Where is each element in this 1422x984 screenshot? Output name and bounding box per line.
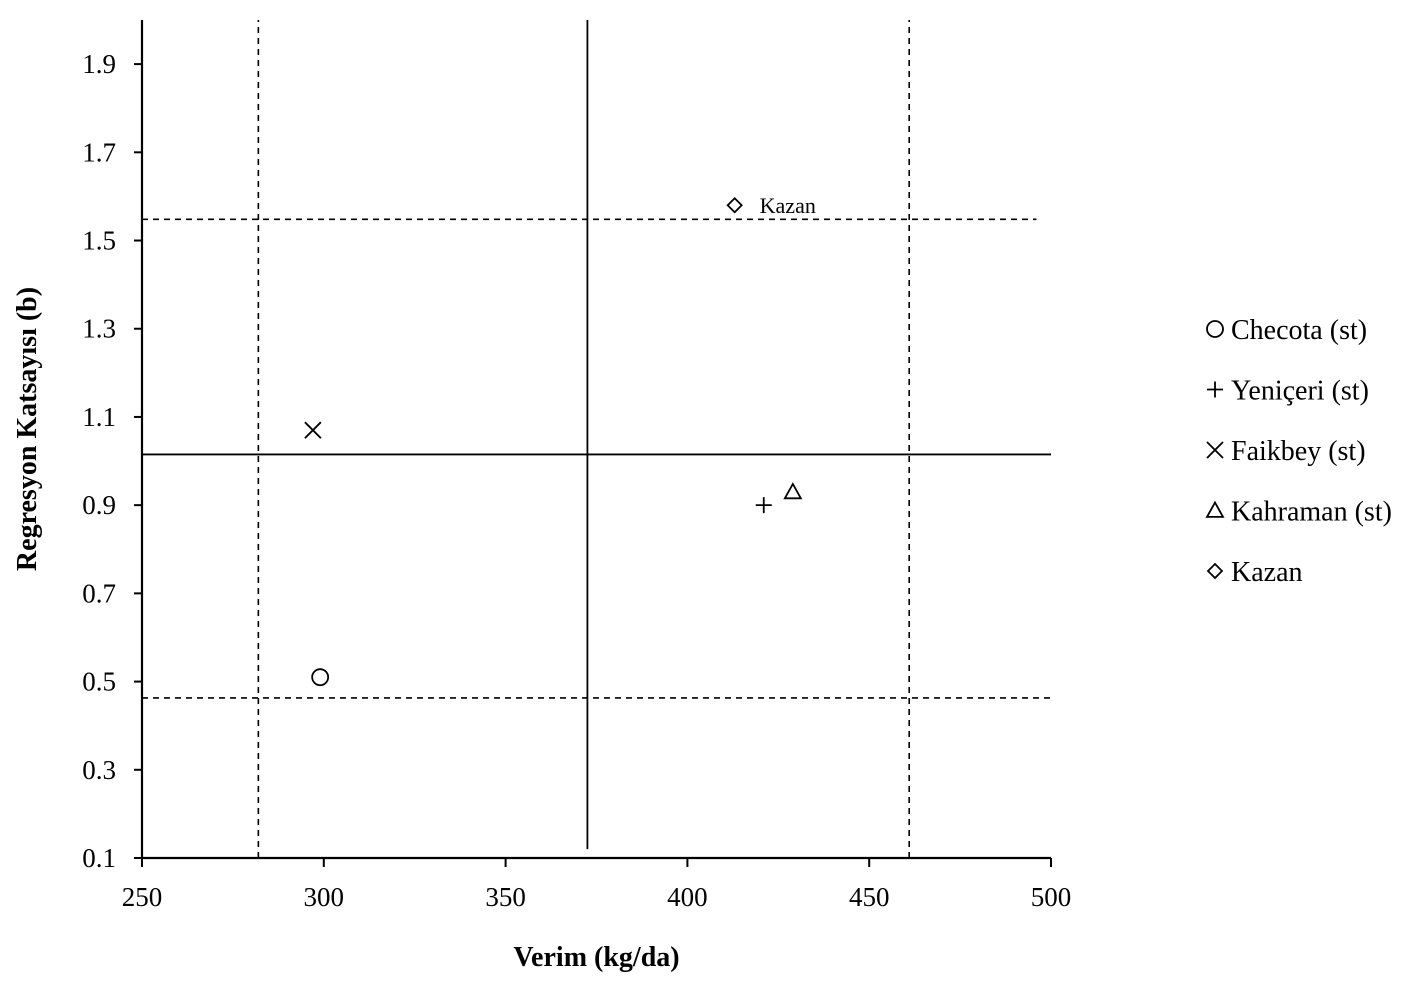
legend-marker-plus: [1207, 381, 1223, 398]
legend-marker-diamond: [1206, 562, 1224, 580]
y-tick-label: 0.3: [82, 755, 116, 785]
point-annotation: Kazan: [760, 193, 816, 218]
x-tick-label: 300: [304, 882, 345, 912]
y-tick-label: 0.1: [82, 843, 116, 873]
x-tick-label: 400: [667, 882, 708, 912]
reference-lines: [142, 20, 1051, 858]
data-point-diamond: [726, 196, 743, 214]
legend-label: Checota (st): [1231, 315, 1367, 346]
legend-marker-circle: [1206, 320, 1224, 338]
y-tick-label: 0.9: [82, 490, 116, 520]
axes: 250 300 350 400 450 500 0.1 0.3 0.5 0.7 0.9 1.1 1.3 1…: [82, 20, 1071, 912]
legend: Checota (st) Yeniçeri (st) Faikbey (st) Kah…: [1205, 315, 1392, 588]
data-points: [304, 196, 803, 687]
y-tick-label: 1.9: [82, 49, 116, 79]
legend-marker-triangle: [1205, 500, 1225, 518]
data-point-triangle: [783, 482, 803, 500]
y-tick-label: 1.1: [82, 402, 116, 432]
legend-label: Yeniçeri (st): [1231, 376, 1369, 407]
legend-marker-cross: [1206, 441, 1224, 459]
y-tick-label: 1.5: [82, 226, 116, 256]
annotations: Kazan: [760, 193, 816, 218]
x-tick-label: 350: [485, 882, 526, 912]
y-axis-title: Regresyon Katsayısı (b): [12, 287, 43, 571]
x-tick-label: 250: [122, 882, 163, 912]
x-axis-title: Verim (kg/da): [513, 942, 679, 973]
y-tick-label: 1.7: [82, 137, 116, 167]
y-tick-label: 1.3: [82, 314, 116, 344]
x-tick-label: 450: [849, 882, 890, 912]
y-tick-label: 0.7: [82, 578, 116, 608]
legend-label: Faikbey (st): [1231, 436, 1366, 467]
x-tick-label: 500: [1031, 882, 1072, 912]
data-point-plus: [755, 497, 772, 514]
legend-label: Kazan: [1231, 557, 1303, 588]
legend-label: Kahraman (st): [1231, 497, 1392, 528]
data-point-circle: [311, 668, 330, 687]
data-point-cross: [304, 421, 322, 439]
y-tick-label: 0.5: [82, 667, 116, 697]
